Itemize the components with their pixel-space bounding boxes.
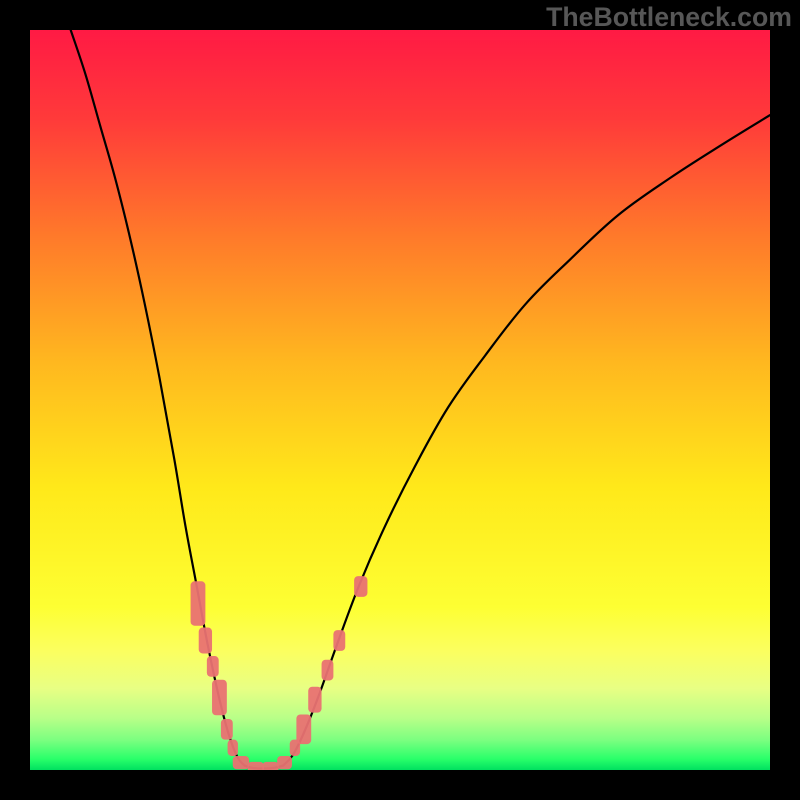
data-marker bbox=[191, 581, 206, 625]
data-marker bbox=[333, 630, 345, 651]
data-marker bbox=[277, 756, 292, 769]
data-marker bbox=[212, 680, 227, 716]
data-marker bbox=[207, 656, 219, 677]
data-marker bbox=[221, 719, 233, 740]
data-marker bbox=[233, 756, 249, 769]
gradient-background bbox=[30, 30, 770, 770]
data-marker bbox=[262, 762, 278, 770]
data-marker bbox=[354, 576, 367, 597]
watermark-text: TheBottleneck.com bbox=[546, 2, 792, 33]
chart-container: TheBottleneck.com bbox=[0, 0, 800, 800]
data-marker bbox=[322, 660, 334, 681]
data-marker bbox=[199, 628, 212, 654]
bottleneck-chart bbox=[30, 30, 770, 770]
data-marker bbox=[248, 762, 264, 770]
data-marker bbox=[308, 687, 321, 713]
data-marker bbox=[296, 715, 311, 745]
data-marker bbox=[228, 740, 238, 756]
